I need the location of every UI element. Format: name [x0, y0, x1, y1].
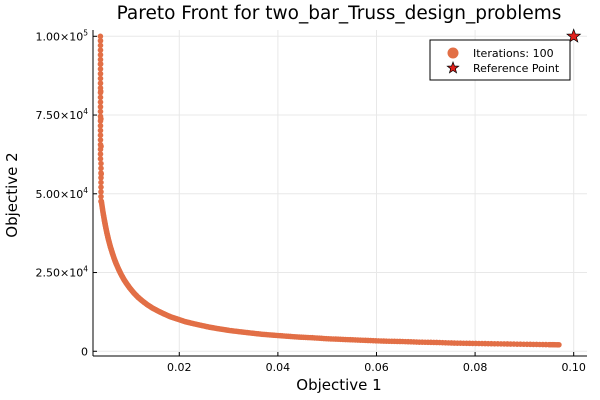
x-axis-label: Objective 1	[296, 376, 381, 394]
legend-marker-iterations	[447, 47, 459, 59]
pareto-point	[97, 94, 104, 101]
y-tick-label: 1.00×105	[36, 28, 89, 43]
grid	[93, 30, 587, 356]
pareto-point	[97, 70, 104, 77]
pareto-point	[97, 56, 104, 63]
pareto-point	[97, 89, 104, 96]
tick-labels: 0.02 0.04 0.06 0.08 0.10 0 2.50×104 5.00×104 7.5…	[36, 28, 586, 374]
pareto-point	[97, 113, 104, 120]
legend-box	[429, 39, 571, 81]
x-tick-label: 0.06	[364, 361, 389, 374]
x-tick-label: 0.02	[167, 361, 192, 374]
pareto-point	[97, 146, 104, 153]
pareto-point	[97, 122, 104, 129]
pareto-point	[97, 99, 104, 105]
pareto-point	[98, 193, 104, 200]
pareto-point	[98, 184, 104, 190]
pareto-point	[97, 118, 104, 124]
pareto-point	[97, 137, 104, 143]
pareto-point	[98, 179, 104, 186]
pareto-point	[97, 132, 104, 138]
pareto-point	[98, 165, 104, 172]
reference-point	[566, 28, 582, 43]
pareto-point	[97, 47, 104, 53]
y-tick-label: 2.50×104	[36, 265, 89, 280]
pareto-point	[556, 341, 562, 348]
legend-label-iterations: Iterations: 100	[473, 47, 554, 60]
x-tick-label: 0.10	[561, 361, 586, 374]
pareto-point	[97, 104, 104, 110]
y-tick-label: 5.00×104	[36, 186, 89, 201]
pareto-point	[98, 174, 104, 181]
legend-marker-reference	[446, 60, 460, 74]
pareto-point	[98, 160, 104, 167]
pareto-point	[97, 52, 104, 58]
pareto-point	[97, 127, 104, 134]
x-tick-label: 0.04	[266, 361, 291, 374]
pareto-point	[97, 141, 104, 148]
pareto-point	[98, 189, 104, 195]
legend: Iterations: 100 Reference Point	[429, 39, 571, 81]
pareto-point	[97, 151, 104, 157]
pareto-point	[98, 198, 104, 205]
pareto-point	[97, 37, 104, 44]
pareto-point	[97, 42, 104, 49]
pareto-point	[97, 33, 104, 40]
pareto-point	[97, 75, 104, 82]
pareto-point	[98, 170, 104, 176]
pareto-point	[97, 66, 104, 72]
pareto-point	[97, 61, 104, 68]
pareto-point	[97, 80, 104, 87]
y-tick-label: 0	[81, 345, 88, 358]
y-axis-label: Objective 2	[3, 152, 21, 237]
axes	[92, 30, 587, 357]
pareto-point	[97, 108, 104, 115]
chart-title: Pareto Front for two_bar_Truss_design_pr…	[117, 3, 562, 24]
pareto-point	[97, 156, 104, 162]
legend-label-reference: Reference Point	[473, 62, 560, 75]
x-tick-label: 0.08	[463, 361, 488, 374]
y-tick-label: 7.50×104	[36, 107, 89, 122]
data-marks	[97, 28, 582, 348]
pareto-point	[97, 85, 104, 91]
